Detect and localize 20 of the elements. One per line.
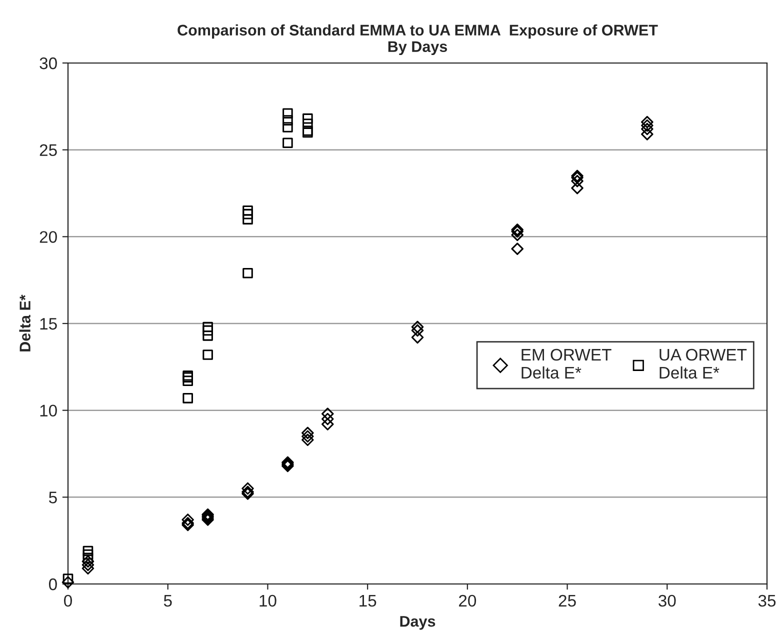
x-tick-label: 35 <box>758 594 776 607</box>
y-tick-label: 15 <box>40 318 57 330</box>
x-tick-label: 5 <box>164 595 172 607</box>
x-axis-title: Days <box>400 616 436 630</box>
y-tick-label: 25 <box>40 144 57 156</box>
y-tick-label: 0 <box>48 578 57 590</box>
x-tick-label: 10 <box>260 594 276 607</box>
chart-title: Comparison of Standard EMMA to UA EMMA Exposure of ORWET By Days <box>178 24 658 56</box>
x-tick-label: 30 <box>658 594 676 607</box>
x-tick-label: 0 <box>64 594 72 607</box>
x-tick-label: 20 <box>459 594 476 607</box>
y-tick-label: 30 <box>40 57 57 70</box>
x-tick-label: 25 <box>558 594 576 607</box>
y-tick-label: 5 <box>48 492 57 504</box>
y-axis-title: Delta E* <box>19 294 30 352</box>
legend-label: EM ORWET Delta E* <box>522 348 612 379</box>
legend-label: UA ORWET Delta E* <box>660 348 747 379</box>
x-tick-label: 15 <box>360 595 376 607</box>
y-tick-label: 10 <box>40 404 57 417</box>
y-tick-label: 20 <box>40 231 57 243</box>
